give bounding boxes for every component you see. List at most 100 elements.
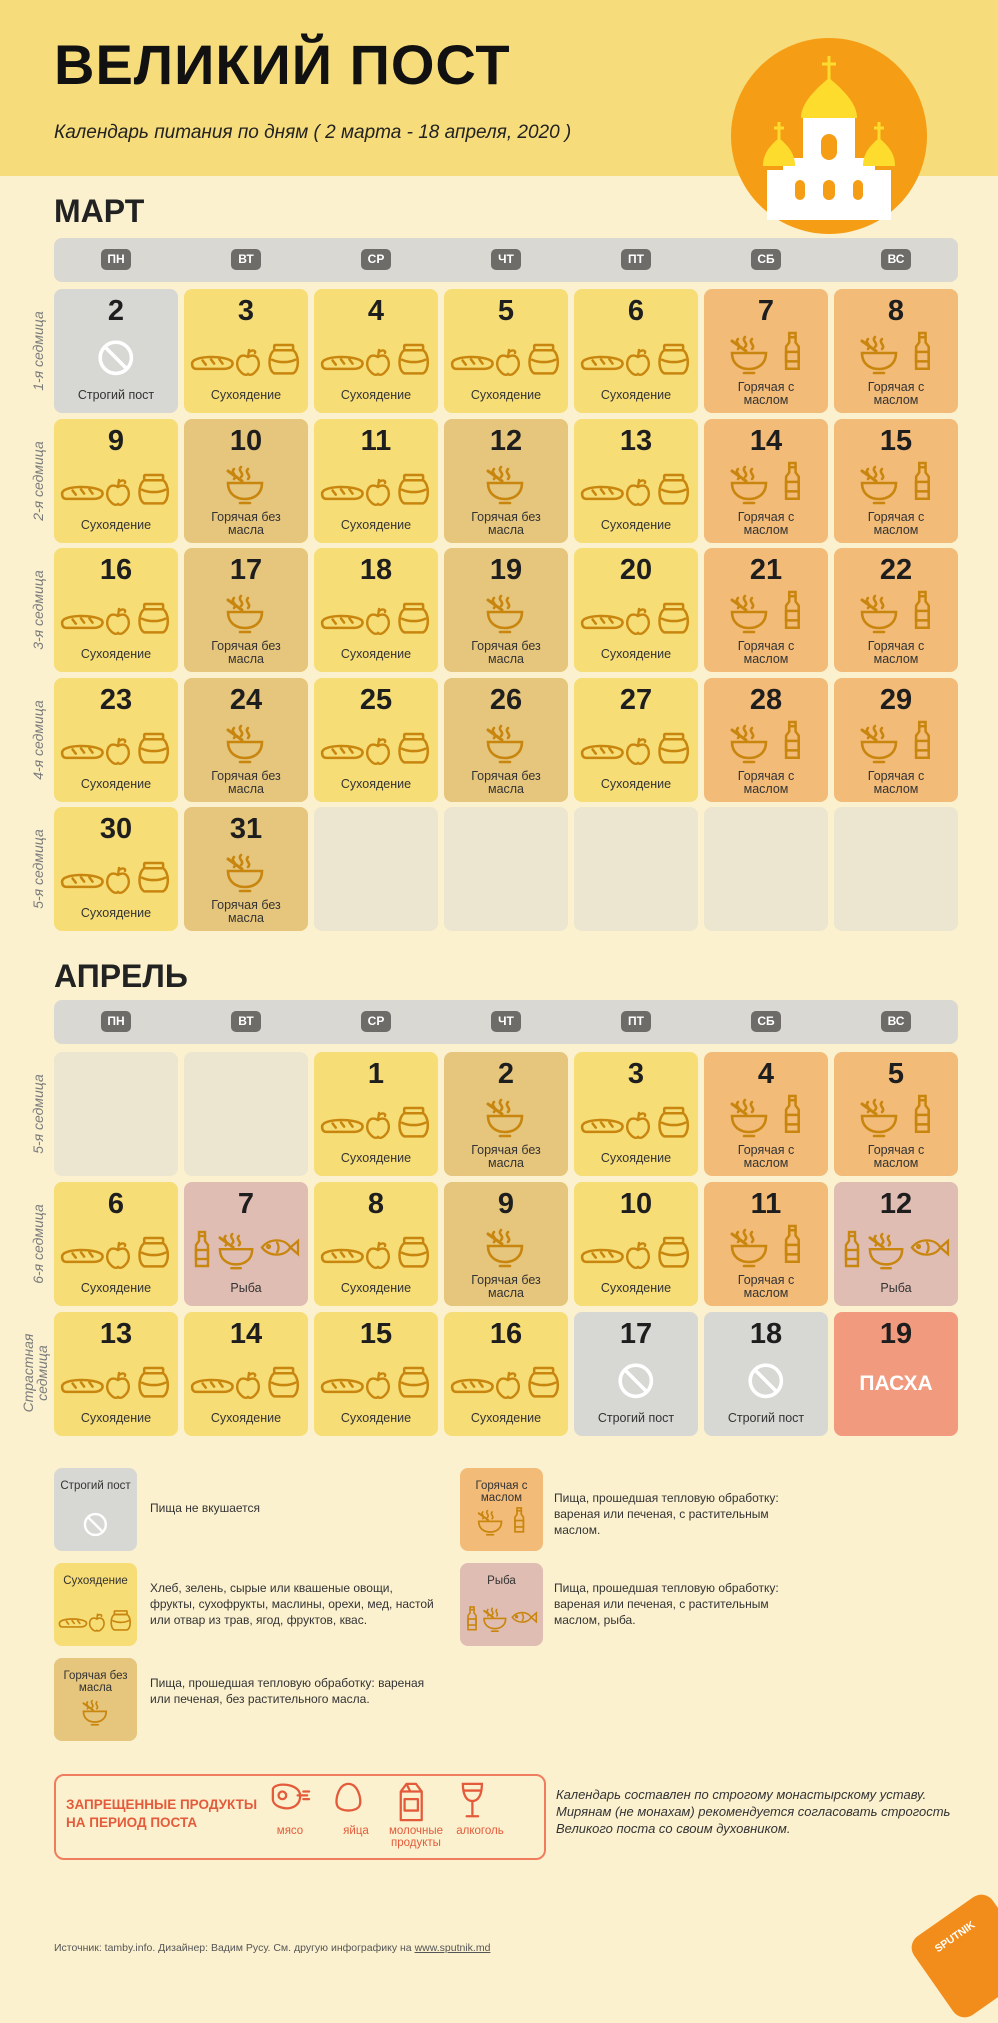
forbidden-title-line1: ЗАПРЕЩЕННЫЕ ПРОДУКТЫ	[66, 1797, 258, 1812]
day-cell: 16 Сухоядение	[444, 1312, 568, 1436]
dry-food-icons	[60, 732, 170, 765]
march-weekday-4: ЧТ	[491, 249, 521, 270]
dry-food-icons	[580, 732, 690, 765]
day-caption: Сухоядение	[80, 1281, 152, 1295]
no-food-icon	[748, 1363, 784, 1399]
week-label: 5-я седмица	[30, 829, 46, 909]
day-number: 3	[627, 1058, 645, 1090]
day-cell: 27 Сухоядение	[574, 677, 698, 802]
hot-meal-with-oil-icons	[730, 331, 800, 375]
dry-food-icons	[320, 602, 430, 636]
empty-day-cell	[704, 807, 828, 931]
day-number: 17	[229, 554, 263, 586]
day-cell: 13 Сухоядение	[574, 418, 698, 543]
dry-food-icons	[190, 343, 300, 377]
legend-swatch-title: Горячая с маслом	[475, 1480, 528, 1504]
day-number: 25	[359, 683, 393, 716]
march-weekday-6: СБ	[751, 249, 781, 270]
source-link[interactable]: www.sputnik.md	[414, 1942, 491, 1954]
day-caption: Горячая без масла	[211, 639, 281, 666]
dry-food-icons	[450, 343, 560, 377]
day-caption: Горячая без масла	[471, 639, 541, 666]
day-cell: 9 Горячая без масла	[444, 1182, 568, 1306]
day-caption: Горячая без масла	[211, 768, 281, 796]
day-cell: 18 Сухоядение	[314, 548, 438, 672]
day-caption: Строгий пост	[727, 1411, 805, 1425]
hot-meal-icon	[486, 724, 524, 763]
day-caption: Горячая с маслом	[737, 1143, 795, 1170]
day-number: 22	[879, 554, 913, 586]
day-cell: 2 Строгий пост	[54, 289, 178, 413]
day-number: 31	[229, 813, 263, 845]
forbidden-item-label: молочные продукты	[388, 1825, 444, 1849]
day-caption: Сухоядение	[80, 776, 152, 791]
empty-day-cell	[444, 807, 568, 931]
hot-meal-with-oil-icons	[730, 1224, 800, 1268]
day-caption: Сухоядение	[80, 906, 152, 920]
day-number: 8	[887, 295, 905, 327]
dry-food-icons	[580, 343, 690, 377]
day-caption: Сухоядение	[340, 517, 412, 532]
day-caption: Горячая без масла	[471, 768, 541, 796]
day-cell: 7 Рыба	[184, 1182, 308, 1306]
day-cell: 10 Сухоядение	[574, 1182, 698, 1306]
day-number: 18	[359, 554, 393, 586]
month-title-april: АПРЕЛЬ	[54, 958, 188, 994]
week-label: 2-я седмица	[30, 440, 46, 521]
dry-food-icons	[60, 861, 170, 895]
day-cell: 8 Сухоядение	[314, 1182, 438, 1306]
day-number: 15	[359, 1318, 393, 1350]
day-number: 30	[99, 813, 133, 845]
legend-swatch-dry: Сухоядение	[54, 1563, 137, 1646]
day-caption: Горячая с маслом	[737, 509, 795, 537]
april-weekday-4: ЧТ	[491, 1011, 521, 1032]
hot-meal-icon	[486, 465, 524, 504]
easter-label: ПАСХА	[859, 1372, 933, 1395]
dry-food-icons	[320, 1366, 430, 1400]
day-caption: Сухоядение	[80, 647, 152, 661]
day-cell: 23 Сухоядение	[54, 677, 178, 802]
forbidden-title-line2: НА ПЕРИОД ПОСТА	[66, 1815, 198, 1830]
hot-meal-with-oil-icons	[477, 1507, 525, 1536]
march-weekday-2: ВТ	[231, 249, 261, 270]
day-number: 1	[367, 1058, 385, 1090]
day-caption: Сухоядение	[600, 776, 672, 791]
dry-food-icons	[580, 602, 690, 636]
week-label: 4-я седмица	[30, 699, 46, 780]
disclaimer-note: Календарь составлен по строгому монастыр…	[556, 1787, 951, 1836]
legend-swatch-title: Рыба	[487, 1575, 516, 1587]
hot-meal-icon	[226, 724, 264, 763]
day-cell: 28 Горячая с маслом	[704, 677, 828, 802]
legend-description: Пища не вкушается	[150, 1501, 261, 1515]
day-number: 6	[107, 1188, 125, 1220]
day-caption: Сухоядение	[600, 517, 672, 532]
day-cell: 17 Строгий пост	[574, 1312, 698, 1436]
day-cell: 15 Горячая с маслом	[834, 418, 958, 543]
no-food-icon	[83, 1512, 108, 1537]
day-cell: 6 Сухоядение	[54, 1182, 178, 1306]
day-cell: 3 Сухоядение	[184, 289, 308, 413]
empty-day-cell	[834, 807, 958, 931]
day-caption: Строгий пост	[597, 1411, 675, 1425]
day-cell: 5 Сухоядение	[444, 289, 568, 413]
day-cell: 7 Горячая с маслом	[704, 289, 828, 413]
day-cell: 31 Горячая без масла	[184, 807, 308, 931]
day-caption: Горячая с маслом	[867, 768, 925, 796]
dry-food-icons	[60, 473, 170, 506]
march-weekday-3: СР	[361, 249, 391, 270]
hot-meal-with-oil-icons	[730, 1094, 800, 1138]
day-number: 4	[367, 295, 385, 327]
april-weekday-5: ПТ	[621, 1011, 651, 1032]
day-cell: 30 Сухоядение	[54, 807, 178, 931]
week-label: 5-я седмица	[30, 1074, 46, 1154]
empty-day-cell	[184, 1052, 308, 1176]
day-caption: Горячая с маслом	[867, 509, 925, 537]
day-caption: Горячая с маслом	[737, 380, 795, 407]
day-number: 10	[619, 1188, 653, 1220]
fish-meal-icons	[844, 1230, 950, 1270]
source-text: Источник: tamby.info. Дизайнер: Вадим Ру…	[54, 1942, 415, 1954]
legend-swatch-title: Горячая без масла	[63, 1670, 128, 1694]
april-weekday-3: СР	[361, 1011, 391, 1032]
day-number: 5	[887, 1058, 905, 1090]
day-caption: Горячая без масла	[471, 1273, 541, 1300]
